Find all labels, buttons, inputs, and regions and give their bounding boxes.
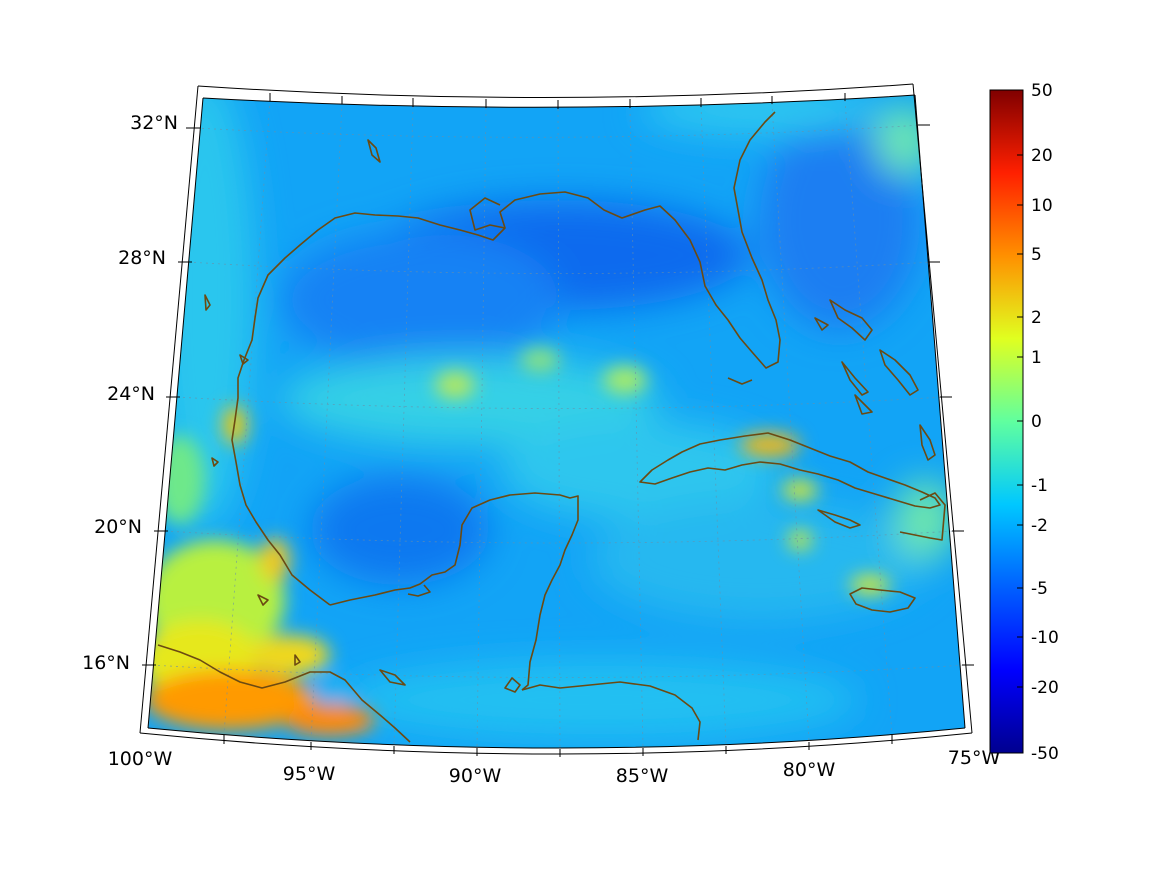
colorbar: 50 20 10 5 2 1 0 -1 -2 -5 -10 -20 -50: [989, 81, 1059, 764]
lat-label-16n: 16°N: [82, 652, 130, 674]
colorbar-label-neg10: -10: [1031, 628, 1059, 648]
colorbar-label-0: 0: [1031, 412, 1042, 432]
frame-ticks: [142, 93, 974, 757]
lon-label-90w: 90°W: [449, 765, 502, 787]
coastlines: [157, 111, 946, 743]
lat-labels: 32°N 28°N 24°N 20°N 16°N: [82, 112, 178, 674]
lon-labels: 100°W 95°W 90°W 85°W 80°W 75°W: [108, 747, 1001, 787]
lat-label-28n: 28°N: [118, 247, 166, 269]
lon-label-100w: 100°W: [108, 748, 173, 770]
lon-label-75w: 75°W: [948, 747, 1001, 769]
colorbar-label-neg50: -50: [1031, 744, 1059, 764]
colorbar-label-1: 1: [1031, 348, 1042, 368]
colorbar-label-50: 50: [1031, 81, 1053, 101]
colorbar-label-neg5: -5: [1031, 579, 1048, 599]
graticule: [151, 99, 967, 750]
lat-label-32n: 32°N: [130, 112, 178, 134]
lon-label-80w: 80°W: [783, 759, 836, 781]
colorbar-label-neg1: -1: [1031, 476, 1048, 496]
map-field: [148, 95, 965, 748]
colorbar-label-10: 10: [1031, 196, 1053, 216]
colorbar-label-5: 5: [1031, 245, 1042, 265]
colorbar-label-2: 2: [1031, 308, 1042, 328]
colorbar-label-neg20: -20: [1031, 678, 1059, 698]
colorbar-label-20: 20: [1031, 146, 1053, 166]
lat-label-24n: 24°N: [107, 383, 155, 405]
lon-label-95w: 95°W: [283, 763, 336, 785]
lon-label-85w: 85°W: [616, 765, 669, 787]
lat-label-20n: 20°N: [94, 516, 142, 538]
colorbar-ticks: [1017, 154, 1023, 688]
colorbar-label-neg2: -2: [1031, 516, 1048, 536]
map-frame: [139, 83, 973, 755]
